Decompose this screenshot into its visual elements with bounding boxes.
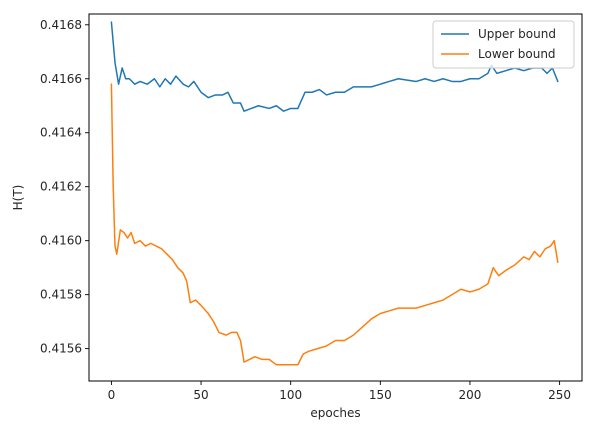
series-line-lower-bound [110, 83, 559, 366]
x-tick-label: 150 [369, 388, 392, 402]
series-line-upper-bound [110, 21, 559, 112]
y-tick-label: 0.4166 [40, 72, 82, 86]
y-axis-label: H(T) [11, 185, 25, 211]
legend-box [432, 20, 575, 69]
legend: Upper bound Lower bound [432, 20, 575, 69]
x-axis-label: epoches [310, 406, 360, 420]
x-axis-ticks: 0 50 100 150 200 250 [108, 381, 571, 402]
y-axis-ticks: 0.4156 0.4158 0.4160 0.4162 0.4164 0.4166 0.41… [40, 18, 89, 356]
plot-frame [88, 13, 583, 382]
x-tick-label: 100 [279, 388, 302, 402]
series-group [110, 21, 559, 366]
x-tick-label: 200 [459, 388, 482, 402]
x-tick-label: 250 [548, 388, 571, 402]
y-tick-label: 0.4168 [40, 18, 82, 32]
y-tick-label: 0.4162 [40, 180, 82, 194]
y-tick-label: 0.4160 [40, 234, 82, 248]
x-tick-label: 0 [108, 388, 116, 402]
x-tick-label: 50 [193, 388, 208, 402]
legend-label: Lower bound [478, 47, 556, 61]
y-tick-label: 0.4158 [40, 288, 82, 302]
y-tick-label: 0.4164 [40, 126, 82, 140]
y-tick-label: 0.4156 [40, 342, 82, 356]
legend-label: Upper bound [478, 27, 556, 41]
